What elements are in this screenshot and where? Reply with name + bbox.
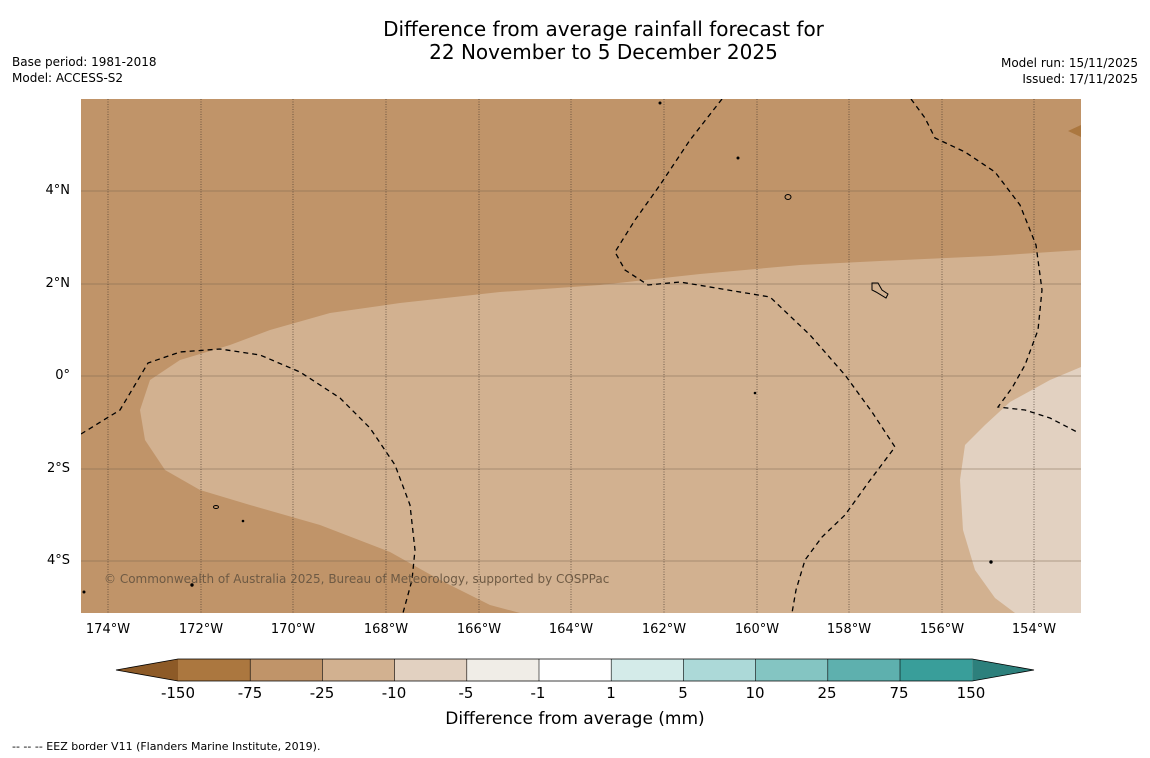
colorbar-segment	[683, 659, 756, 681]
lat-label: 2°N	[45, 276, 71, 291]
lat-label: 0°	[55, 368, 70, 383]
island-dot	[753, 391, 757, 395]
copyright-notice: © Commonwealth of Australia 2025, Bureau…	[104, 572, 610, 586]
model-name: Model: ACCESS-S2	[12, 71, 124, 85]
island-dot	[190, 583, 194, 587]
colorbar-segment	[539, 659, 612, 681]
model-run: Model run: 15/11/2025	[1000, 56, 1138, 70]
colorbar-segment	[466, 659, 539, 681]
colorbar-tick-label: -5	[458, 684, 474, 702]
colorbar-segment	[755, 659, 828, 681]
colorbar-tick-label: 5	[678, 684, 688, 702]
island-dot	[736, 156, 740, 160]
colorbar-tick-label: -25	[309, 684, 335, 702]
colorbar-tick-label: -1	[530, 684, 546, 702]
colorbar	[115, 658, 1035, 682]
colorbar-tick-label: 150	[956, 684, 986, 702]
lon-label: 162°W	[641, 622, 687, 637]
island-outline	[784, 194, 792, 200]
lat-label: 4°S	[46, 553, 70, 568]
issued-date: Issued: 17/11/2025	[1022, 72, 1138, 86]
colorbar-tick-label: -10	[381, 684, 407, 702]
island-dot	[82, 590, 86, 594]
colorbar-tick-label: 1	[606, 684, 616, 702]
colorbar-high-arrow	[972, 659, 1034, 681]
colorbar-tick-label: -75	[237, 684, 263, 702]
colorbar-segment	[178, 659, 251, 681]
title-line-2: 22 November to 5 December 2025	[429, 40, 778, 64]
island-outline	[871, 282, 889, 299]
forecast-map	[81, 99, 1081, 682]
island-dot	[241, 519, 245, 523]
meta-left: Base period: 1981-2018 Model: ACCESS-S2	[12, 54, 157, 86]
eez-border-central	[614, 99, 896, 613]
colorbar-segment	[827, 659, 900, 681]
lon-label: 164°W	[548, 622, 594, 637]
lon-label: 166°W	[456, 622, 502, 637]
lon-label: 168°W	[363, 622, 409, 637]
island-outline	[213, 505, 219, 509]
colorbar-segment	[611, 659, 684, 681]
colorbar-tick-label: 75	[889, 684, 909, 702]
colorbar-outline	[115, 658, 1035, 682]
latitude-gridlines	[81, 190, 1081, 562]
lon-label: 174°W	[85, 622, 131, 637]
colorbar-low-arrow	[116, 659, 178, 681]
colorbar-segment	[900, 659, 973, 681]
colorbar-title: Difference from average (mm)	[445, 709, 705, 729]
region-light	[960, 367, 1081, 613]
lon-label: 170°W	[270, 622, 316, 637]
lon-label: 160°W	[734, 622, 780, 637]
colorbar-tick-label: 25	[817, 684, 837, 702]
region-mid	[140, 250, 1081, 613]
map-title: Difference from average rainfall forecas…	[0, 18, 1150, 64]
lon-label: 172°W	[178, 622, 224, 637]
colorbar-segment	[322, 659, 395, 681]
longitude-gridlines	[107, 99, 1035, 613]
eez-border-east	[910, 99, 1078, 433]
lat-label: 2°S	[46, 461, 70, 476]
colorbar-tick-label: -150	[160, 684, 196, 702]
meta-right: Model run: 15/11/2025 Issued: 17/11/2025	[1001, 55, 1138, 87]
lon-label: 158°W	[826, 622, 872, 637]
title-line-1: Difference from average rainfall forecas…	[383, 17, 824, 41]
island-dot	[658, 101, 662, 105]
lon-label: 156°W	[919, 622, 965, 637]
eez-footnote: -- -- -- EEZ border V11 (Flanders Marine…	[12, 740, 321, 753]
colorbar-segment	[394, 659, 467, 681]
colorbar-segment	[250, 659, 323, 681]
base-period: Base period: 1981-2018	[12, 55, 157, 69]
island-dot	[989, 560, 993, 564]
colorbar-tick-label: 10	[745, 684, 765, 702]
eez-border-west	[81, 348, 416, 613]
lon-label: 154°W	[1011, 622, 1057, 637]
lat-label: 4°N	[45, 183, 71, 198]
region-patch	[1068, 125, 1081, 137]
